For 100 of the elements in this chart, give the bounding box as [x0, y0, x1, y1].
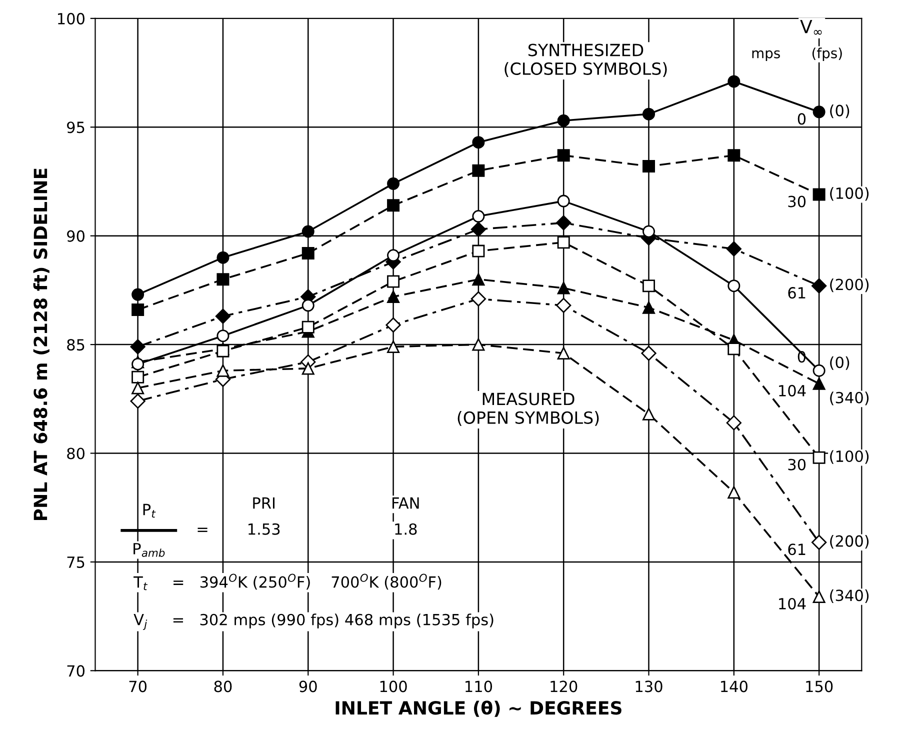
point	[812, 377, 826, 390]
point	[302, 246, 314, 260]
point	[302, 299, 314, 312]
point	[132, 288, 144, 301]
annotation: (200)	[830, 278, 869, 292]
point	[557, 236, 570, 249]
point	[812, 278, 827, 294]
point	[132, 358, 144, 370]
text: V$_{j}$ = 302 mps (990 fps) 468 mps (1535 fps)	[134, 614, 494, 630]
point	[387, 275, 400, 288]
x-tick-label: 140	[721, 680, 748, 692]
annotation: (0)	[830, 104, 850, 118]
y-tick-label: 100	[58, 12, 84, 24]
series-label: 30	[788, 458, 806, 470]
point	[472, 164, 485, 177]
x-tick-label: 80	[214, 680, 232, 692]
x-tick-label: 90	[299, 680, 317, 692]
point	[642, 160, 656, 173]
point	[556, 215, 572, 230]
series-label: 30	[788, 196, 806, 208]
annotation: V$_{∞}$	[800, 20, 822, 35]
point	[472, 244, 485, 258]
x-tick-label: 150	[806, 680, 833, 692]
point	[642, 225, 656, 238]
annotation: 1.8	[395, 523, 417, 535]
y-tick-label: 80	[67, 448, 84, 460]
annotation: MEASURED (OPEN SYMBOLS)	[458, 392, 599, 426]
point	[216, 273, 230, 286]
series-label: 61	[788, 544, 806, 556]
point	[132, 304, 144, 316]
y-tick-label: 90	[67, 230, 84, 242]
point	[387, 177, 400, 190]
annotation: P$_{amb}$	[134, 543, 165, 557]
annotation: (0)	[830, 356, 850, 370]
point	[472, 210, 485, 223]
annotation: SYNTHESIZED (CLOSED SYMBOLS)	[504, 44, 667, 77]
point	[642, 108, 656, 120]
point	[470, 222, 486, 237]
point	[728, 75, 740, 88]
point	[726, 415, 742, 430]
point	[302, 320, 314, 334]
annotation: (100)	[830, 450, 869, 464]
point	[812, 534, 827, 550]
x-tick-label: 120	[550, 680, 578, 692]
series-label: 61	[788, 287, 806, 299]
annotation: (fps)	[812, 48, 842, 62]
x-axis-title: INLET ANGLE (θ) ~ DEGREES	[336, 700, 622, 717]
point	[387, 199, 400, 212]
point	[812, 106, 826, 118]
y-tick-label: 70	[67, 665, 84, 677]
point	[386, 317, 401, 333]
point	[132, 370, 144, 384]
point	[557, 282, 570, 294]
annotation: mps	[752, 50, 780, 62]
point	[812, 188, 826, 201]
annotation: P$_{t}$	[143, 504, 156, 518]
point	[302, 225, 314, 238]
point	[642, 301, 656, 314]
series-label: 0	[798, 113, 806, 125]
point	[557, 149, 570, 162]
series-label: 104	[779, 384, 806, 396]
point	[302, 362, 314, 375]
point	[130, 394, 146, 409]
point	[728, 149, 740, 162]
y-tick-label: 75	[67, 556, 84, 568]
annotation: FAN	[392, 497, 419, 509]
point	[642, 280, 656, 292]
point	[557, 194, 570, 208]
point	[216, 344, 230, 358]
point	[216, 330, 230, 342]
point	[728, 280, 740, 292]
annotation: PRI	[253, 497, 275, 509]
point	[557, 114, 570, 127]
x-tick-label: 110	[466, 680, 492, 692]
x-tick-label: 130	[636, 680, 662, 692]
annotation: =	[198, 528, 208, 532]
annotation: 1.53	[248, 523, 280, 535]
series-label: 104	[779, 598, 806, 610]
annotation: (340)	[830, 392, 869, 406]
point	[728, 342, 740, 356]
y-tick-label: 95	[67, 122, 84, 134]
point	[130, 339, 146, 354]
point	[470, 291, 486, 306]
y-tick-label: 85	[67, 339, 84, 351]
point	[641, 346, 656, 361]
annotation: (340)	[830, 589, 869, 603]
point	[728, 486, 740, 499]
point	[726, 241, 742, 256]
point	[215, 308, 231, 324]
text: T$_{t}$ = 394$^{O}$K (250$^{O}$F) 700$^{O}$K (800$^{O}$F)	[134, 574, 442, 590]
y-axis-title: PNL AT 648.6 m (2128 ft) SIDELINE	[33, 168, 50, 520]
point	[556, 298, 572, 313]
point	[472, 136, 485, 149]
x-tick-label: 70	[129, 680, 147, 692]
point	[472, 273, 485, 286]
point	[812, 451, 826, 464]
point	[387, 249, 400, 262]
point	[387, 290, 400, 303]
point	[216, 251, 230, 264]
annotation: (100)	[830, 187, 869, 201]
